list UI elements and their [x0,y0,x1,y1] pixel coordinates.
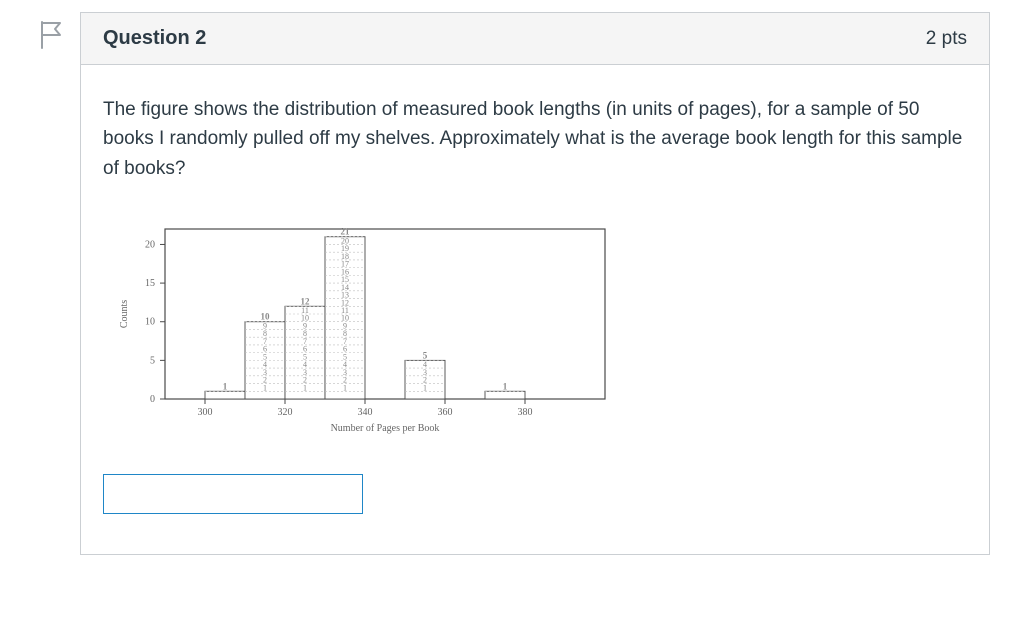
svg-text:1: 1 [263,384,267,393]
question-title: Question 2 [103,27,206,50]
svg-text:20: 20 [145,240,155,251]
svg-text:380: 380 [518,407,533,418]
svg-text:300: 300 [198,407,213,418]
svg-text:10: 10 [261,312,271,322]
svg-text:Number of Pages per Book: Number of Pages per Book [331,423,440,434]
svg-text:340: 340 [358,407,373,418]
svg-text:1: 1 [343,384,347,393]
svg-text:5: 5 [423,351,428,361]
svg-text:1: 1 [503,382,508,392]
question-points: 2 pts [926,28,967,50]
question-card: Question 2 2 pts The figure shows the di… [80,12,990,555]
svg-text:1: 1 [303,384,307,393]
svg-text:320: 320 [278,407,293,418]
answer-input[interactable] [103,474,363,514]
svg-text:0: 0 [150,394,155,405]
svg-text:Counts: Counts [119,300,130,328]
page: Question 2 2 pts The figure shows the di… [0,0,1024,637]
histogram-chart: 0510152030032034036038011098765432112111… [105,211,967,446]
svg-text:21: 21 [341,227,351,237]
svg-text:1: 1 [223,382,228,392]
question-body: The figure shows the distribution of mea… [81,65,989,554]
question-header: Question 2 2 pts [81,13,989,65]
svg-text:10: 10 [145,317,155,328]
question-prompt: The figure shows the distribution of mea… [103,95,967,183]
chart-svg: 0510152030032034036038011098765432112111… [105,211,635,441]
svg-text:5: 5 [150,356,155,367]
svg-text:12: 12 [301,297,311,307]
svg-text:15: 15 [145,278,155,289]
flag-icon[interactable] [38,20,64,50]
svg-text:360: 360 [438,407,453,418]
svg-text:1: 1 [423,384,427,393]
